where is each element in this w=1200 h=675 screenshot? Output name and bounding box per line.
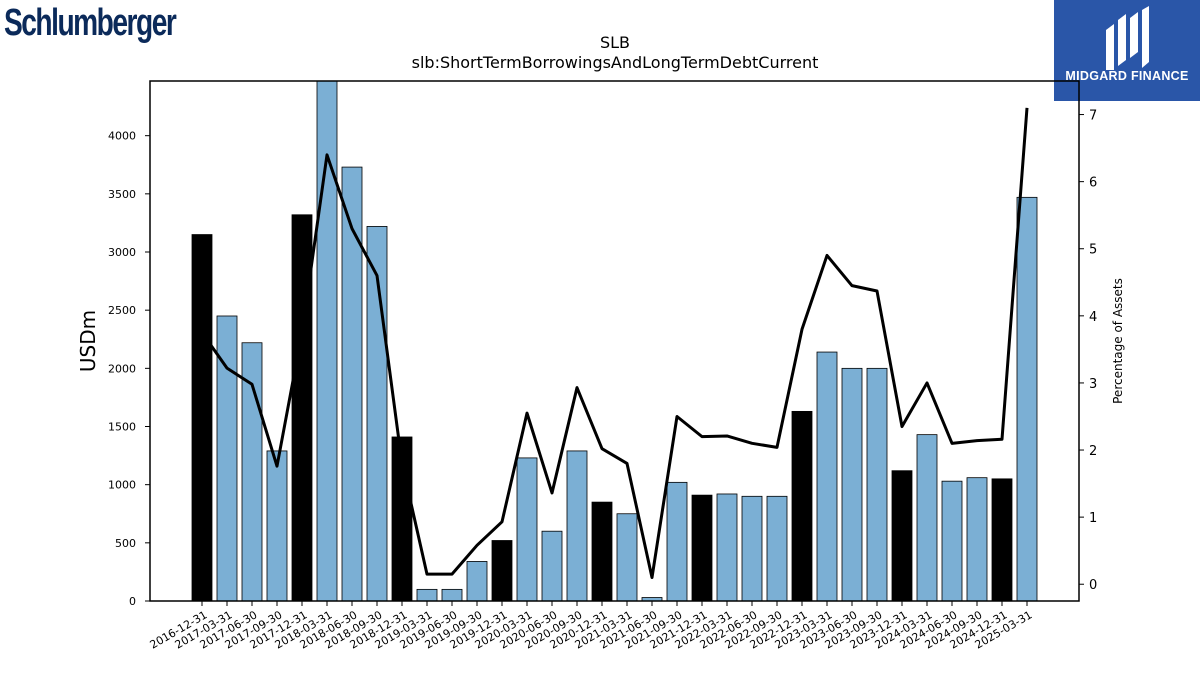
y2-axis-label: Percentage of Assets: [1111, 278, 1125, 404]
bar-2022-06-30: [741, 495, 763, 602]
y2-tick-label: 2: [1089, 444, 1097, 459]
y2-tick-label: 0: [1089, 578, 1097, 593]
bar-2024-06-30: [941, 480, 963, 602]
y2-tick-label: 6: [1089, 176, 1097, 191]
line-series: [200, 107, 1029, 580]
bar-2024-03-31: [916, 434, 938, 602]
line-percentage-of-assets: [200, 107, 1029, 580]
bar-2020-06-30: [541, 530, 563, 602]
y-tick-label: 3500: [108, 188, 136, 201]
x-axis: 2016-12-312017-03-312017-06-302017-09-30…: [148, 601, 1035, 652]
y2-tick-label: 5: [1089, 243, 1097, 258]
bar-series: [191, 80, 1038, 602]
y-tick-label: 500: [115, 537, 136, 550]
bar-2024-09-30: [966, 477, 988, 602]
bar-2019-06-30: [441, 588, 463, 602]
y-tick-label: 2500: [108, 304, 136, 317]
y2-tick-label: 7: [1089, 109, 1097, 124]
bar-2022-03-31: [716, 493, 738, 602]
bar-2016-12-31: [191, 234, 213, 602]
plot-frame: [149, 80, 1080, 602]
y2-tick-label: 3: [1089, 377, 1097, 392]
y2-axis: 0 1 2 3 4 5 6 7: [1079, 109, 1097, 593]
bar-2017-09-30: [266, 450, 288, 602]
bar-2018-06-30: [341, 166, 363, 602]
y-tick-label: 4000: [108, 130, 136, 143]
brand-name: MIDGARD FINANCE: [1065, 69, 1189, 83]
brand-mark-icon: [1106, 6, 1149, 70]
y-tick-label: 0: [129, 595, 136, 608]
bar-2023-03-31: [816, 351, 838, 602]
bar-2020-12-31: [591, 501, 613, 602]
bar-2023-06-30: [841, 367, 863, 602]
y2-tick-label: 4: [1089, 310, 1097, 325]
y-tick-label: 3000: [108, 246, 136, 259]
y-axis-label: USDm: [76, 310, 100, 372]
chart-title: SLB: [600, 33, 630, 52]
bar-2023-09-30: [866, 367, 888, 602]
company-logo: Schlumberger: [4, 2, 177, 44]
bar-2021-03-31: [616, 513, 638, 602]
bar-2022-12-31: [791, 410, 813, 602]
bar-2024-12-31: [991, 478, 1013, 602]
bar-2020-09-30: [566, 450, 588, 602]
bar-2020-03-31: [516, 457, 538, 602]
bar-2022-09-30: [766, 495, 788, 602]
chart-subtitle: slb:ShortTermBorrowingsAndLongTermDebtCu…: [412, 53, 819, 72]
bar-2021-09-30: [666, 481, 688, 602]
y-tick-label: 1000: [108, 479, 136, 492]
bar-2019-12-31: [491, 540, 513, 602]
y-tick-label: 1500: [108, 421, 136, 434]
y2-tick-label: 1: [1089, 511, 1097, 526]
bar-2019-09-30: [466, 561, 488, 602]
bar-2019-03-31: [416, 588, 438, 602]
bar-2025-03-31: [1016, 196, 1038, 602]
bar-2023-12-31: [891, 470, 913, 602]
y-tick-label: 2000: [108, 362, 136, 375]
brand-logo: MIDGARD FINANCE: [1054, 0, 1200, 101]
y-axis: 0 500 1000 1500 2000 2500 3000 3500 4000: [108, 130, 150, 608]
bar-2021-12-31: [691, 494, 713, 602]
